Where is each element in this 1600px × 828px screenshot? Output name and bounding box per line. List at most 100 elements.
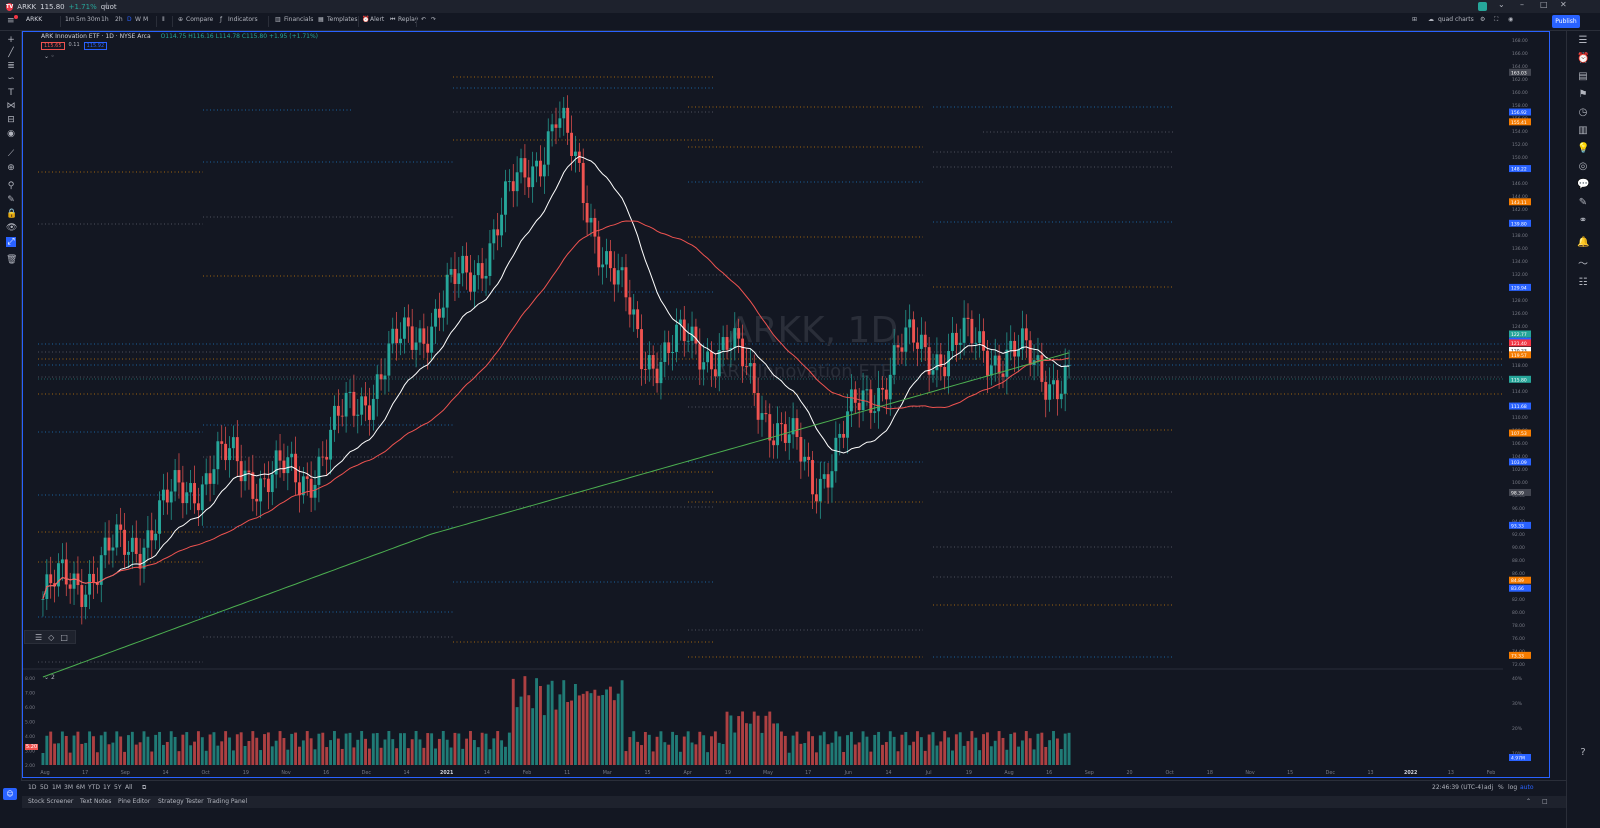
chevron-down-icon[interactable]: ⌄ bbox=[1498, 0, 1505, 9]
publish-button[interactable]: Publish bbox=[1552, 15, 1580, 28]
interval-30m[interactable]: 30m bbox=[87, 16, 101, 23]
fib-icon[interactable]: ≣ bbox=[7, 61, 15, 71]
text-tool-icon[interactable]: T bbox=[8, 88, 14, 98]
templates-button[interactable]: Templates bbox=[327, 16, 358, 23]
calendar-icon[interactable]: ◷ bbox=[1578, 107, 1588, 118]
ideas-icon[interactable]: 💡 bbox=[1577, 143, 1590, 154]
crosshair-icon[interactable]: + bbox=[7, 35, 15, 45]
clock-time[interactable]: 22:46:39 (UTC-4) bbox=[1432, 784, 1484, 791]
indicators-button[interactable]: Indicators bbox=[228, 16, 258, 23]
goto-date-icon[interactable]: ⧉ bbox=[142, 784, 147, 791]
news-icon[interactable]: ▥ bbox=[1578, 125, 1588, 136]
streams-icon[interactable]: ◎ bbox=[1578, 161, 1588, 172]
eye-outline-icon[interactable]: ◇ bbox=[48, 632, 55, 642]
minimize-icon[interactable]: – bbox=[1520, 0, 1524, 9]
interval-1h[interactable]: 1h bbox=[101, 16, 109, 23]
range-ytd[interactable]: YTD bbox=[88, 784, 100, 791]
stay-in-drawing-icon[interactable]: ✎ bbox=[7, 195, 15, 205]
range-3m[interactable]: 3M bbox=[64, 784, 73, 791]
range-1m[interactable]: 1M bbox=[52, 784, 61, 791]
camera-icon[interactable]: ◉ bbox=[1508, 16, 1514, 23]
symbol-search[interactable]: ARKK bbox=[26, 16, 43, 23]
watchlist-icon[interactable]: ☰ bbox=[1578, 35, 1588, 46]
pattern-icon[interactable]: ⋈ bbox=[6, 101, 16, 111]
tab-stock-screener[interactable]: Stock Screener bbox=[28, 798, 74, 805]
notes-icon[interactable]: ✎ bbox=[1578, 197, 1588, 208]
hotlist-icon[interactable]: ⚑ bbox=[1578, 89, 1588, 100]
ruler-icon[interactable]: ⟋ bbox=[7, 149, 15, 159]
interval-d[interactable]: D bbox=[127, 16, 132, 23]
undo-icon[interactable]: ↶ bbox=[421, 16, 427, 23]
percent-toggle[interactable]: % bbox=[1498, 784, 1504, 791]
log-toggle[interactable]: log bbox=[1508, 784, 1518, 791]
alert-icon[interactable]: ⏰ bbox=[362, 16, 370, 23]
range-all[interactable]: All bbox=[125, 784, 133, 791]
compare-icon[interactable]: ⊕ bbox=[178, 16, 184, 23]
auto-toggle[interactable]: auto bbox=[1520, 784, 1534, 791]
user-avatar[interactable] bbox=[1478, 2, 1487, 11]
list-icon[interactable]: ☰ bbox=[35, 632, 43, 642]
settings-gear-icon[interactable]: ⚙ bbox=[1480, 16, 1486, 23]
eye-icon[interactable]: ◉ bbox=[7, 129, 15, 139]
range-1y[interactable]: 1Y bbox=[103, 784, 111, 791]
layout-grid-icon[interactable]: ⊞ bbox=[1412, 16, 1418, 23]
replay-button[interactable]: Replay bbox=[398, 16, 419, 23]
maximize-icon[interactable]: □ bbox=[1540, 0, 1548, 9]
trend-line-icon[interactable]: ╱ bbox=[8, 48, 14, 58]
rectangle-icon[interactable]: □ bbox=[60, 632, 68, 642]
lock-icon[interactable]: 🔒 bbox=[6, 209, 18, 219]
chart-tab[interactable]: TV ARKK 115.80 +1.71% quot bbox=[0, 0, 117, 13]
tab-pine-editor[interactable]: Pine Editor bbox=[118, 798, 151, 805]
order-panel-icon[interactable]: ☷ bbox=[1578, 277, 1588, 288]
interval-w[interactable]: W bbox=[135, 16, 141, 23]
bar-style-icon[interactable]: ⫴ bbox=[162, 16, 165, 23]
close-icon[interactable]: ✕ bbox=[1560, 0, 1567, 9]
range-5d[interactable]: 5D bbox=[40, 784, 49, 791]
network-icon[interactable]: ⚭ bbox=[1578, 215, 1588, 226]
range-6m[interactable]: 6M bbox=[76, 784, 85, 791]
magnet-icon[interactable]: ⚲ bbox=[7, 181, 15, 191]
adj-toggle[interactable]: adj bbox=[1484, 784, 1494, 791]
brush-icon[interactable]: ∽ bbox=[7, 74, 15, 84]
trading-icon[interactable]: 〜 bbox=[1578, 259, 1588, 270]
compare-button[interactable]: Compare bbox=[186, 16, 214, 23]
chat-icon[interactable]: 💬 bbox=[1577, 179, 1590, 190]
templates-icon[interactable]: ▦ bbox=[318, 16, 324, 23]
ask-box[interactable]: 115.92 bbox=[83, 42, 108, 50]
interval-2h[interactable]: 2h bbox=[115, 16, 123, 23]
alerts-clock-icon[interactable]: ⏰ bbox=[1577, 53, 1590, 64]
tab-text-notes[interactable]: Text Notes bbox=[80, 798, 112, 805]
cloud-icon[interactable]: ☁ bbox=[1428, 16, 1434, 23]
panel-collapse-icon[interactable]: ⌃ bbox=[1526, 798, 1532, 805]
menu-icon[interactable]: ≡ bbox=[7, 16, 15, 26]
notifications-icon[interactable]: 🔔 bbox=[1577, 237, 1590, 248]
visibility-icon[interactable]: 👁 bbox=[6, 223, 18, 233]
price-chart[interactable]: ARKK, 1D ARK Innovation ETF 72.0074.0076… bbox=[23, 32, 1549, 777]
bid-box[interactable]: 115.65 bbox=[41, 42, 65, 50]
panel-maximize-icon[interactable]: □ bbox=[1542, 798, 1548, 805]
help-icon[interactable]: ? bbox=[1580, 747, 1586, 758]
collapse-legend-icon[interactable]: ⌄ ◦ bbox=[44, 53, 55, 60]
financials-icon[interactable]: ▥ bbox=[275, 16, 281, 23]
layout-name[interactable]: quad charts bbox=[1438, 16, 1474, 23]
indicators-icon[interactable]: ƒ bbox=[220, 16, 223, 23]
interval-5m[interactable]: 5m bbox=[76, 16, 86, 23]
tab-strategy-tester[interactable]: Strategy Tester bbox=[158, 798, 204, 805]
alert-button[interactable]: Alert bbox=[370, 16, 385, 23]
trash-icon[interactable]: 🗑 bbox=[6, 255, 18, 265]
interval-1m[interactable]: 1m bbox=[65, 16, 75, 23]
chat-bubble-icon[interactable]: ☺ bbox=[3, 788, 17, 800]
financials-button[interactable]: Financials bbox=[284, 16, 314, 23]
zoom-icon[interactable]: ⊕ bbox=[7, 163, 15, 173]
replay-icon[interactable]: ⏮ bbox=[390, 16, 396, 23]
redo-icon[interactable]: ↷ bbox=[431, 16, 437, 23]
sync-drawing-icon[interactable]: ⤢ bbox=[6, 237, 16, 247]
data-window-icon[interactable]: ▤ bbox=[1578, 71, 1588, 82]
range-5y[interactable]: 5Y bbox=[114, 784, 122, 791]
measure-icon[interactable]: ⊟ bbox=[7, 115, 15, 125]
range-1d[interactable]: 1D bbox=[28, 784, 37, 791]
tab-trading-panel[interactable]: Trading Panel bbox=[207, 798, 248, 805]
new-tab-icon[interactable]: + bbox=[103, 1, 111, 11]
fullscreen-icon[interactable]: ⛶ bbox=[1494, 16, 1499, 23]
interval-m[interactable]: M bbox=[143, 16, 149, 23]
